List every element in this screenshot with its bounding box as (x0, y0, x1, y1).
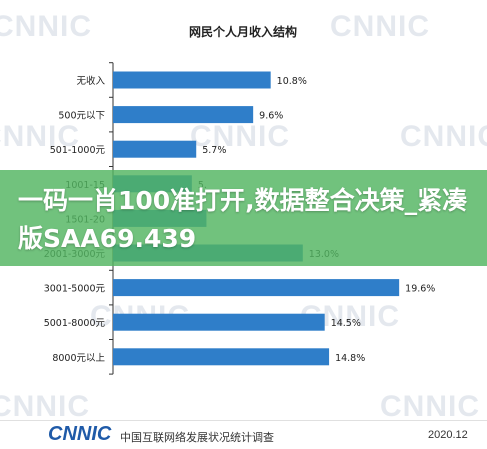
value-label: 14.5% (331, 318, 361, 329)
overlay-banner-text: 一码一肖100准打开,数据整合决策_紧凑版SAA69.439 (18, 186, 468, 253)
value-label: 19.6% (405, 284, 435, 295)
watermark: CNNIC (400, 120, 487, 153)
watermark: CNNIC (380, 390, 480, 423)
watermark: CNNIC (0, 390, 90, 423)
footer-org-text: 中国互联网络发展状况统计调查 (120, 431, 274, 444)
value-label: 10.8% (277, 76, 307, 87)
value-label: 5.7% (202, 145, 226, 156)
bar (113, 106, 254, 124)
category-label: 8000元以上 (52, 353, 105, 364)
cnnic-logo: CNNIC (48, 423, 112, 445)
watermark: CNNIC (190, 120, 290, 153)
watermark: CNNIC (0, 10, 92, 43)
bar (113, 348, 330, 366)
value-label: 14.8% (335, 353, 365, 364)
category-label: 500元以下 (58, 111, 105, 122)
category-label: 5001-8000元 (44, 318, 106, 329)
footer-date: 2020.12 (428, 429, 468, 441)
bar (113, 71, 271, 89)
value-label: 9.6% (259, 111, 283, 122)
category-label: 无收入 (76, 75, 105, 87)
bar (113, 140, 197, 158)
overlay-banner (0, 170, 487, 266)
watermark: CNNIC (330, 10, 430, 43)
watermark: CNNIC (0, 120, 80, 153)
footer (0, 420, 487, 449)
bar (113, 279, 400, 297)
category-label: 501-1000元 (50, 145, 106, 156)
category-label: 3001-5000元 (44, 284, 106, 295)
chart-title: 网民个人月收入结构 (189, 24, 297, 39)
bar (113, 313, 325, 331)
